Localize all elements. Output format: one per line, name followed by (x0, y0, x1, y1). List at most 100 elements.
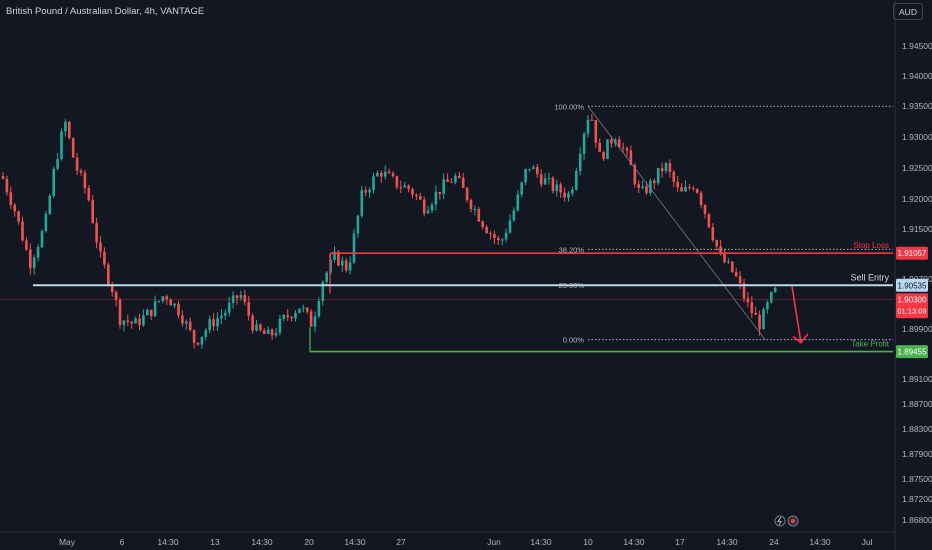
candle-body (547, 177, 551, 179)
candle-body (770, 292, 773, 303)
price-tag-label: 1.90535 (898, 281, 927, 290)
y-tick-label: 1.88700 (902, 399, 932, 409)
candle-body (434, 191, 438, 205)
candle-body (161, 296, 165, 302)
y-tick-label: 1.93000 (902, 132, 932, 142)
candle-body (660, 168, 664, 172)
candle-body (680, 187, 683, 192)
candle-body (731, 261, 734, 273)
candle-body (208, 319, 211, 331)
candle-body (629, 150, 633, 166)
candle-body (325, 272, 328, 282)
candle-body (364, 190, 367, 193)
candle-body (348, 262, 352, 271)
candle-body (617, 139, 621, 148)
candle-body (692, 188, 695, 190)
y-tick-label: 1.87500 (902, 474, 932, 484)
trade-level-label: Stop Loss (853, 241, 889, 250)
candle-body (107, 264, 110, 285)
candle-body (266, 329, 270, 334)
fib-level-label: 100.00% (554, 102, 584, 111)
candle-body (653, 180, 656, 184)
candle-body (309, 311, 313, 327)
candle-body (551, 177, 555, 192)
candle-body (181, 315, 184, 324)
candle-body (738, 276, 742, 284)
candle-body (44, 213, 48, 232)
candle-body (278, 318, 282, 333)
candle-body (220, 315, 223, 319)
candle-body (465, 187, 469, 201)
x-tick-label: 14:30 (157, 537, 179, 547)
candle-body (169, 299, 172, 306)
candle-body (481, 221, 484, 228)
candle-body (711, 227, 715, 241)
y-tick-label: 1.93500 (902, 101, 932, 111)
candle-body (79, 170, 83, 173)
candle-body (173, 303, 176, 306)
current-price-label: 1.90300 (898, 296, 927, 305)
candle-body (126, 320, 130, 322)
candle-body (586, 119, 590, 134)
candle-body (473, 209, 477, 211)
candle-body (185, 321, 188, 324)
candle-body (411, 189, 414, 195)
candle-body (532, 167, 535, 170)
y-tick-label: 1.86800 (902, 515, 932, 525)
candle-body (746, 298, 750, 303)
x-tick-label: 24 (769, 537, 779, 547)
candle-body (13, 204, 16, 212)
candle-body (263, 330, 266, 334)
candle-body (676, 181, 679, 188)
candle-body (477, 209, 481, 222)
candle-body (458, 175, 461, 178)
candle-body (555, 184, 559, 192)
candle-body (606, 139, 609, 160)
x-tick-label: 14:30 (623, 537, 645, 547)
price-tag-label: 1.91057 (898, 249, 927, 258)
x-tick-label: 14:30 (251, 537, 273, 547)
candle-body (376, 172, 379, 177)
candle-body (504, 232, 508, 240)
candle-body (723, 252, 726, 263)
candle-body (695, 189, 699, 193)
candle-body (575, 171, 578, 190)
candle-body (146, 309, 149, 316)
y-tick-label: 1.91500 (902, 224, 932, 234)
candle-body (130, 321, 133, 324)
flag-icon-dot (790, 518, 796, 524)
candle-body (582, 133, 586, 154)
y-tick-label: 1.89900 (902, 324, 932, 334)
candle-body (734, 272, 738, 277)
candle-body (395, 176, 399, 188)
candle-body (71, 138, 75, 158)
candle-body (536, 167, 539, 175)
candle-body (302, 307, 305, 309)
candle-body (766, 302, 769, 310)
candle-body (9, 192, 13, 205)
candle-body (450, 181, 453, 183)
candle-body (60, 131, 63, 160)
currency-button[interactable]: AUD (893, 3, 923, 20)
candle-body (773, 287, 777, 293)
candle-body (524, 169, 527, 183)
candle-body (274, 332, 278, 336)
candle-body (259, 324, 262, 331)
candle-body (407, 185, 410, 190)
candle-body (52, 168, 55, 196)
candle-body (430, 204, 434, 211)
candle-body (750, 302, 754, 314)
candle-body (165, 296, 169, 300)
candle-body (715, 240, 718, 247)
candle-body (656, 168, 660, 184)
candle-body (707, 213, 711, 228)
candle-body (372, 176, 375, 191)
candle-body (500, 239, 504, 241)
candle-body (313, 316, 317, 327)
candle-body (688, 186, 691, 189)
candle-body (387, 171, 391, 174)
candle-body (567, 193, 570, 198)
trade-level-label: Sell Entry (850, 272, 889, 282)
candle-body (614, 139, 617, 144)
